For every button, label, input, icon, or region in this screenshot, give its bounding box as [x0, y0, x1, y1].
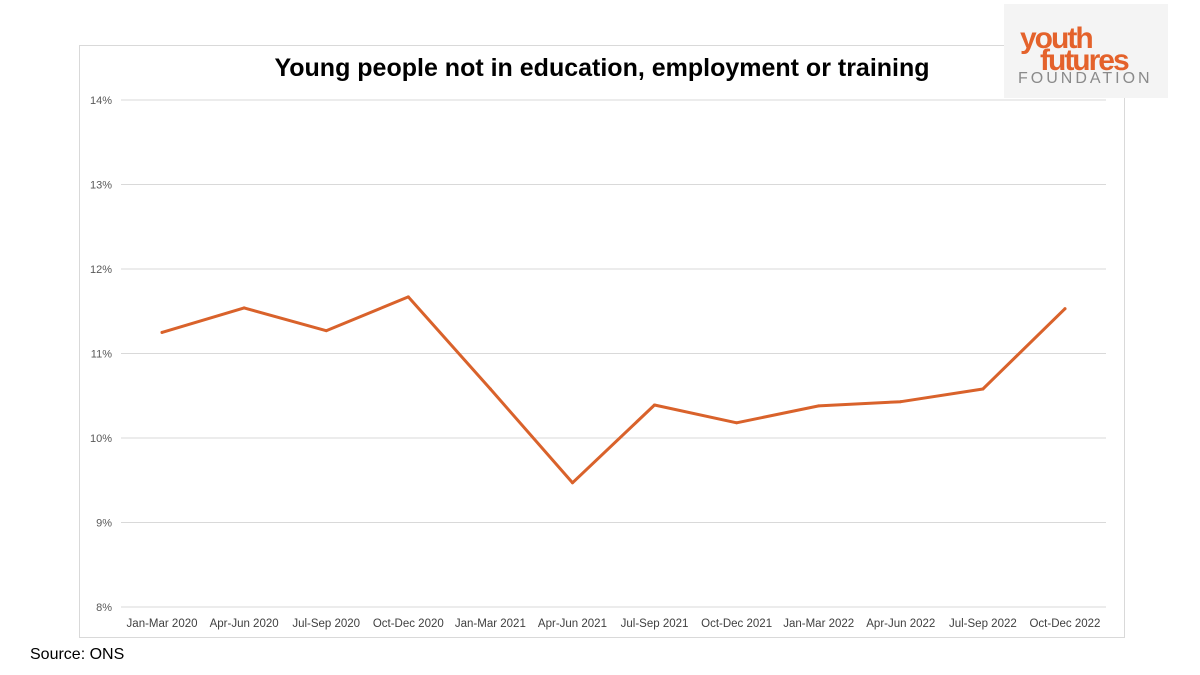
y-tick-label: 8%	[96, 602, 112, 614]
logo-text-foundation: FOUNDATION	[1018, 70, 1153, 87]
data-point	[1063, 307, 1067, 311]
data-point	[735, 421, 739, 425]
x-tick-label: Jul-Sep 2022	[949, 618, 1017, 630]
x-tick-label: Oct-Dec 2021	[701, 618, 772, 630]
data-point	[160, 330, 164, 334]
data-point	[406, 295, 410, 299]
x-tick-label: Apr-Jun 2022	[866, 618, 935, 630]
x-tick-label: Jan-Mar 2020	[127, 618, 198, 630]
chart-title: Young people not in education, employmen…	[274, 54, 930, 82]
y-tick-label: 11%	[91, 349, 112, 361]
y-tick-label: 14%	[90, 95, 112, 107]
x-tick-label: Jan-Mar 2022	[783, 618, 854, 630]
data-point	[899, 400, 903, 404]
x-tick-label: Oct-Dec 2020	[373, 618, 444, 630]
data-point	[817, 404, 821, 408]
source-note: Source: ONS	[30, 646, 125, 663]
y-tick-label: 12%	[90, 264, 112, 276]
chart-frame	[79, 45, 1125, 638]
x-tick-label: Jan-Mar 2021	[455, 618, 526, 630]
x-tick-label: Jul-Sep 2020	[292, 618, 360, 630]
y-tick-label: 10%	[90, 433, 112, 445]
y-tick-label: 9%	[96, 518, 112, 530]
x-tick-label: Apr-Jun 2021	[538, 618, 607, 630]
data-point	[981, 387, 985, 391]
logo-text-futures: futures	[1040, 44, 1130, 77]
x-tick-label: Oct-Dec 2022	[1029, 618, 1100, 630]
y-tick-label: 13%	[90, 180, 112, 192]
x-tick-label: Apr-Jun 2020	[210, 618, 279, 630]
data-point	[324, 329, 328, 333]
data-point	[653, 403, 657, 407]
data-point	[570, 481, 574, 485]
series-line	[160, 295, 1067, 485]
logo-text-youth: youth	[1020, 22, 1094, 55]
youth-futures-logo: youth futures FOUNDATION	[1004, 4, 1168, 98]
data-point	[488, 387, 492, 391]
data-point	[242, 306, 246, 310]
x-tick-label: Jul-Sep 2021	[621, 618, 689, 630]
